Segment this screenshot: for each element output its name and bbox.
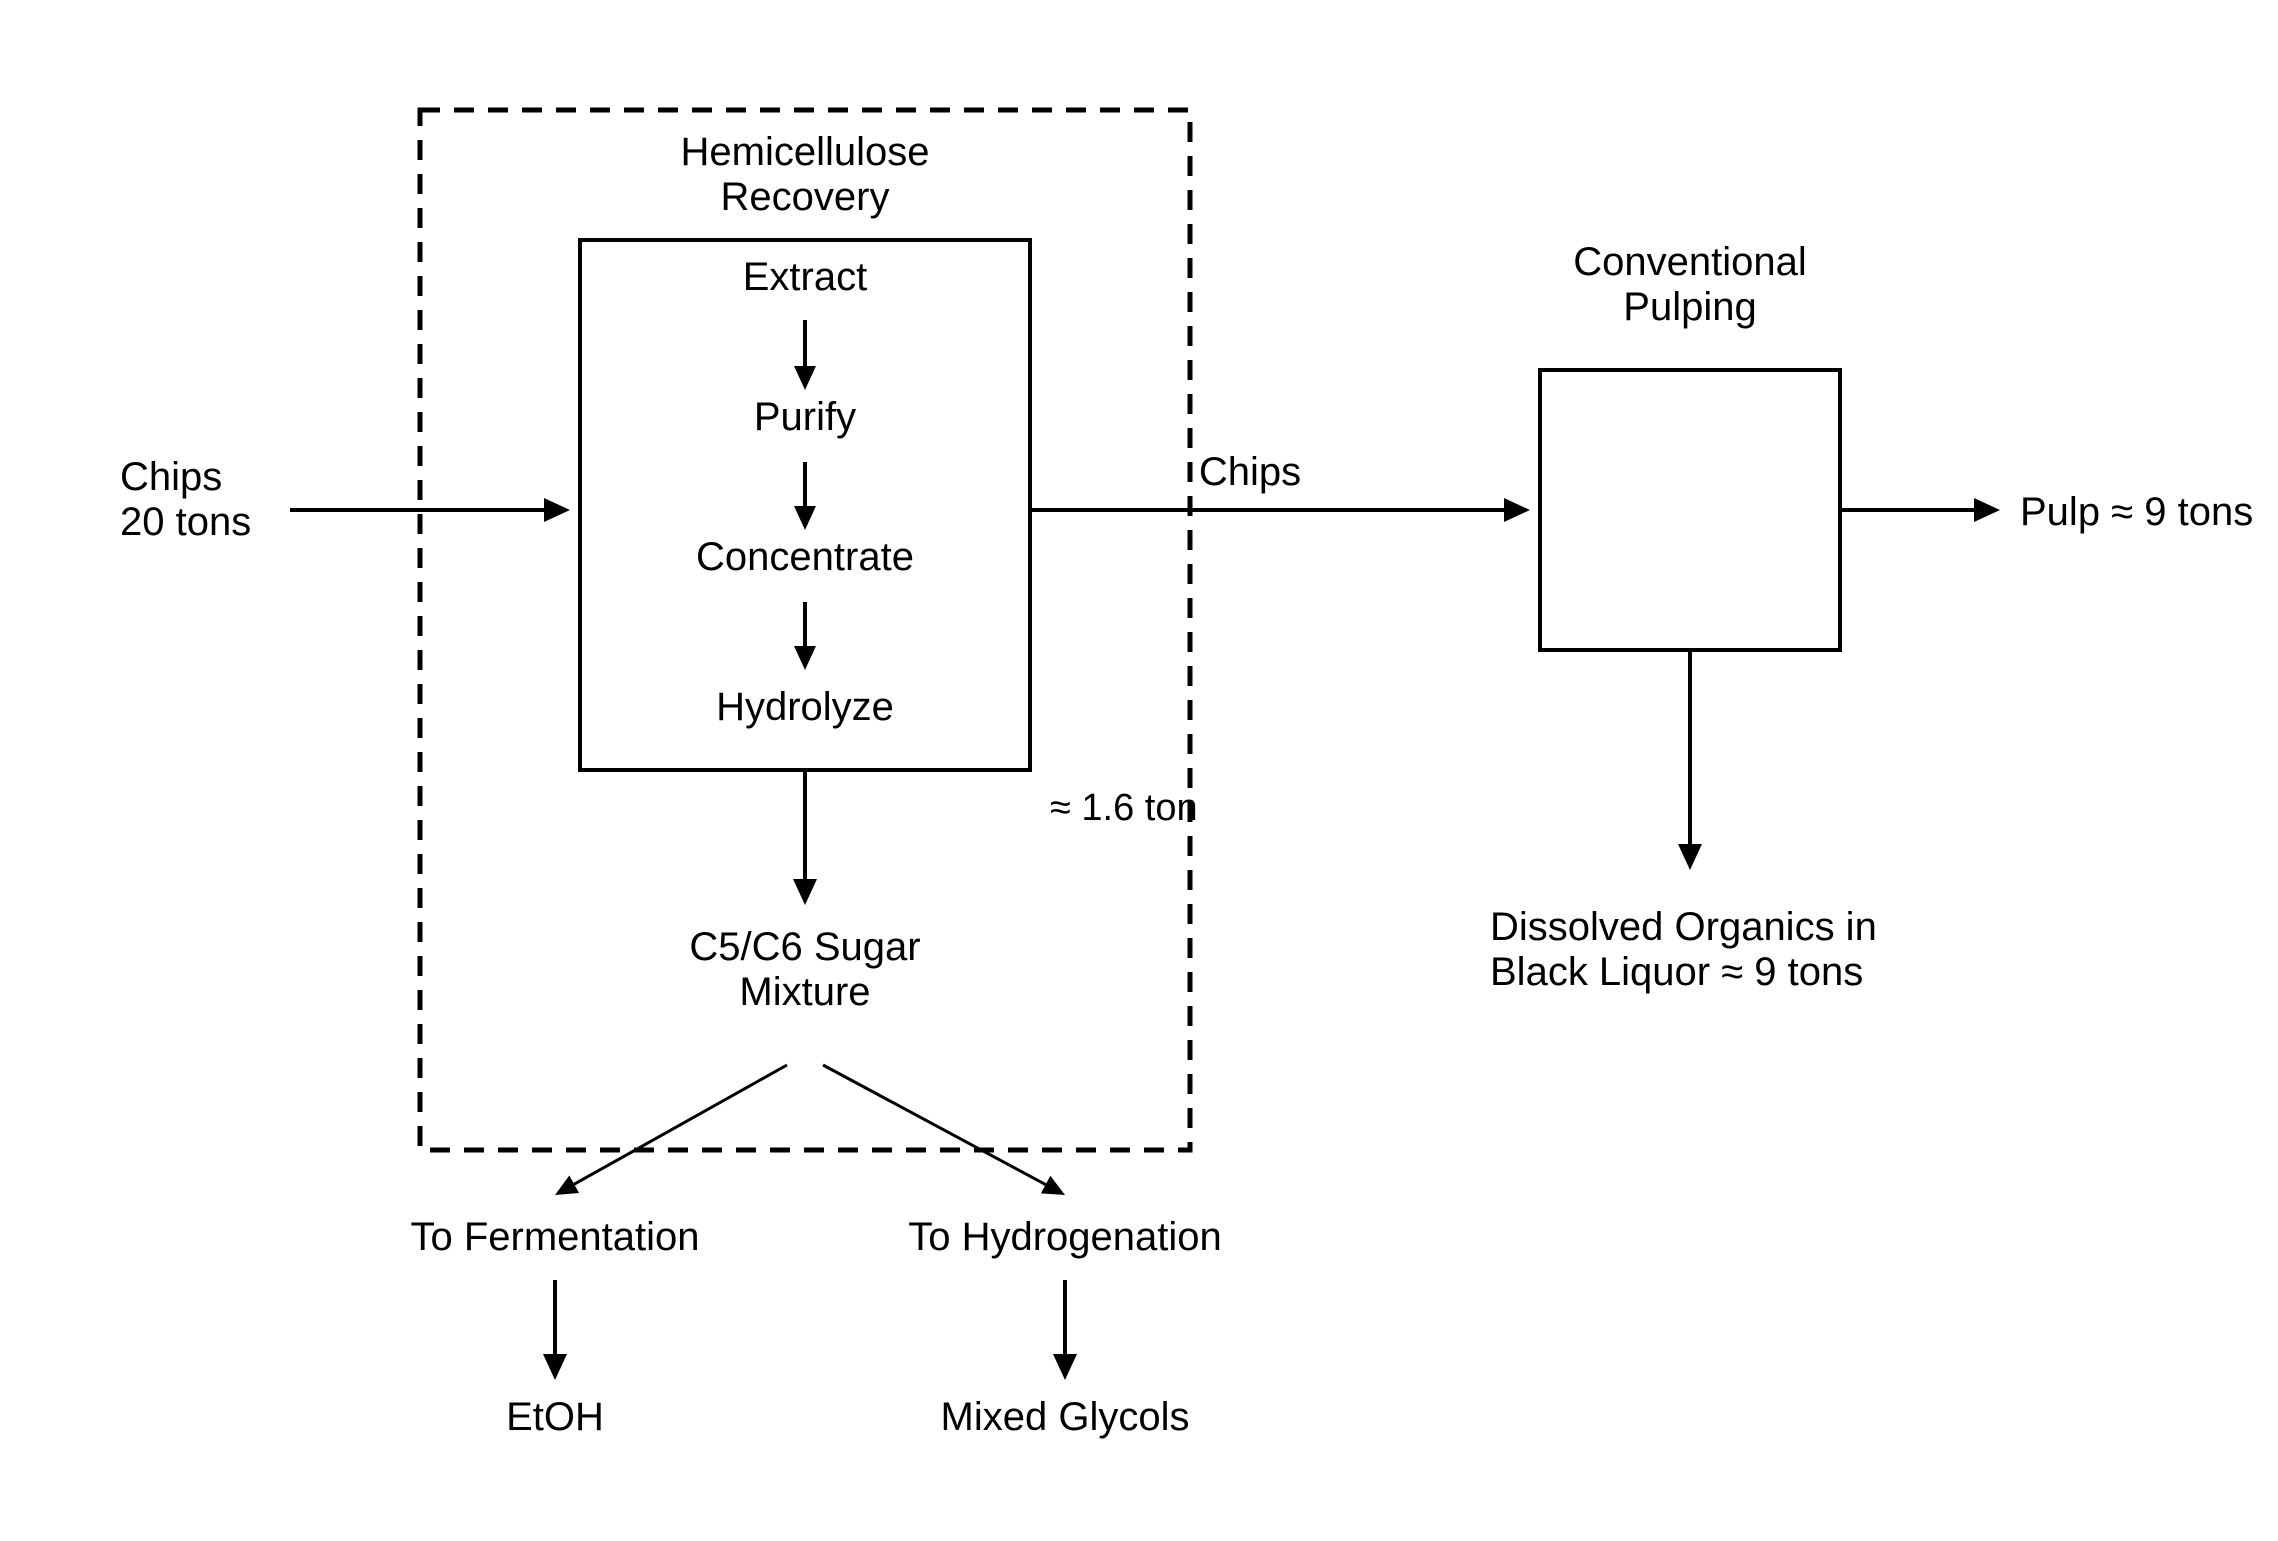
label-to-ferm: To Fermentation	[410, 1215, 699, 1259]
label-etoh: EtOH	[506, 1395, 604, 1439]
recovery-step-1: Purify	[754, 395, 856, 439]
label-approx-1-6: ≈ 1.6 ton	[1050, 787, 1198, 829]
pulping-title: ConventionalPulping	[1573, 240, 1807, 329]
recovery-step-arrow-2	[794, 602, 816, 670]
arrow-hydro-down	[1053, 1280, 1077, 1380]
arrow-to-pulping	[1030, 498, 1530, 522]
recovery-step-arrow-1	[794, 462, 816, 530]
label-chips-in: Chips20 tons	[120, 455, 251, 544]
recovery-title: HemicelluloseRecovery	[681, 130, 930, 219]
split-right-arrow	[823, 1065, 1065, 1195]
arrow-ferm-down	[543, 1280, 567, 1380]
arrow-pulping-down	[1678, 650, 1702, 870]
arrow-recovery-down	[793, 770, 817, 905]
recovery-step-0: Extract	[743, 255, 867, 299]
recovery-step-3: Hydrolyze	[716, 685, 894, 729]
recovery-step-2: Concentrate	[696, 535, 914, 579]
label-black-liquor: Dissolved Organics inBlack Liquor ≈ 9 to…	[1490, 905, 1877, 994]
label-sugar-mix: C5/C6 SugarMixture	[689, 925, 920, 1014]
label-glycols: Mixed Glycols	[941, 1395, 1190, 1439]
label-pulp-out: Pulp ≈ 9 tons	[2020, 490, 2253, 534]
label-to-hydro: To Hydrogenation	[908, 1215, 1222, 1259]
recovery-step-arrow-0	[794, 320, 816, 390]
pulping-box	[1540, 370, 1840, 650]
arrow-chips-in	[290, 498, 570, 522]
arrow-pulp-out	[1840, 498, 2000, 522]
split-left-arrow	[555, 1065, 787, 1195]
label-chips-mid: Chips	[1199, 450, 1301, 494]
